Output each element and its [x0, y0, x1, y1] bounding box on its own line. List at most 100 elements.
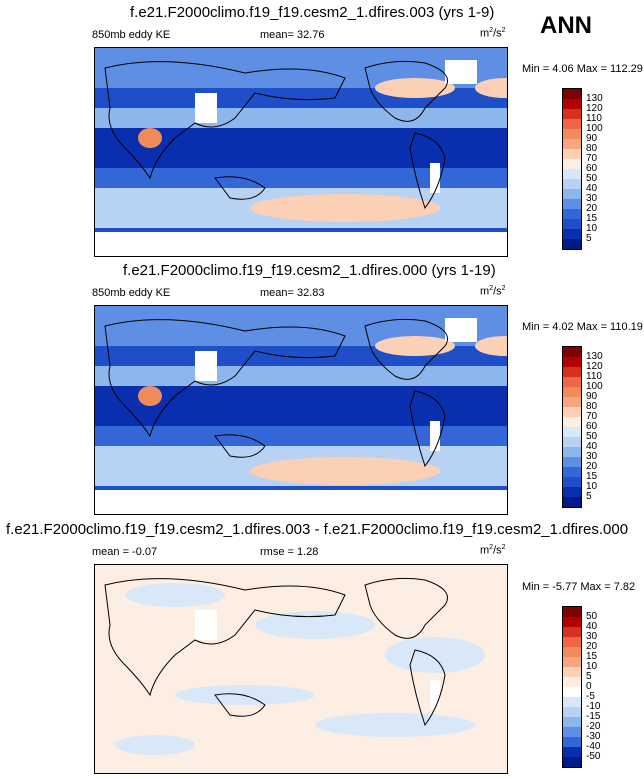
colorbar-tick-label: 5	[586, 491, 592, 502]
colorbar-swatch	[563, 139, 581, 150]
colorbar-tick-label: 15	[586, 213, 598, 224]
panel-3-units: m2/s2	[480, 544, 506, 557]
panel-1-mean-label: mean= 32.76	[260, 29, 325, 41]
panel-3-map	[94, 564, 508, 774]
colorbar-tick-label: 10	[586, 661, 598, 672]
colorbar-tick-label: 120	[586, 103, 603, 114]
colorbar-tick-label: 60	[586, 163, 598, 174]
colorbar-tick-label: 100	[586, 123, 603, 134]
colorbar-tick-label: 30	[586, 193, 598, 204]
colorbar-tick-label: -5	[586, 691, 595, 702]
panel-2-minmax: Min = 4.02 Max = 110.19	[522, 321, 643, 333]
colorbar-tick-label: 10	[586, 223, 598, 234]
colorbar-swatch	[563, 437, 581, 448]
colorbar-tick-label: 60	[586, 421, 598, 432]
panel-1-units: m2/s2	[480, 27, 506, 40]
colorbar-tick-label: 70	[586, 411, 598, 422]
panel-1-title: f.e21.F2000climo.f19_f19.cesm2_1.dfires.…	[130, 4, 495, 21]
colorbar-swatch	[563, 467, 581, 478]
colorbar-swatch	[563, 447, 581, 458]
colorbar-tick-label: 10	[586, 481, 598, 492]
colorbar-swatch	[563, 367, 581, 378]
colorbar-tick-label: 90	[586, 391, 598, 402]
colorbar-tick-label: 80	[586, 143, 598, 154]
colorbar-tick-label: -50	[586, 751, 601, 762]
colorbar-tick-label: 50	[586, 431, 598, 442]
colorbar-swatch	[563, 159, 581, 170]
colorbar-tick-label: 20	[586, 641, 598, 652]
colorbar-swatch	[563, 417, 581, 428]
colorbar-swatch	[563, 199, 581, 210]
colorbar-swatch	[563, 477, 581, 488]
colorbar-tick-label: -10	[586, 701, 601, 712]
colorbar-swatch	[563, 347, 581, 358]
panel-1-variable-label: 850mb eddy KE	[92, 29, 171, 41]
colorbar-tick-label: 70	[586, 153, 598, 164]
panel-3-rmse-label: rmse = 1.28	[260, 546, 319, 558]
colorbar-swatch	[563, 487, 581, 498]
panel-2-variable-label: 850mb eddy KE	[92, 287, 171, 299]
colorbar-swatch	[563, 667, 581, 678]
colorbar-tick-label: 110	[586, 113, 602, 124]
colorbar-swatch	[563, 457, 581, 468]
colorbar-tick-label: 100	[586, 381, 603, 392]
colorbar-tick-label: 50	[586, 611, 598, 622]
colorbar-swatch	[563, 229, 581, 240]
colorbar-swatch	[563, 707, 581, 718]
colorbar-swatch	[563, 89, 581, 100]
colorbar-swatch	[563, 149, 581, 160]
colorbar-swatch	[563, 427, 581, 438]
colorbar-swatch	[563, 757, 581, 767]
colorbar-swatch	[563, 697, 581, 708]
colorbar-swatch	[563, 239, 581, 249]
colorbar-swatch	[563, 637, 581, 648]
colorbar-swatch	[563, 407, 581, 418]
colorbar-tick-label: -40	[586, 741, 601, 752]
colorbar-swatch	[563, 169, 581, 180]
panel-1-colorbar	[562, 88, 582, 250]
colorbar-tick-label: 50	[586, 173, 598, 184]
colorbar-swatch	[563, 627, 581, 638]
colorbar-tick-label: 5	[586, 233, 592, 244]
season-label: ANN	[540, 12, 592, 39]
panel-2-map	[94, 305, 508, 515]
panel-1-map	[94, 47, 508, 257]
colorbar-tick-label: 5	[586, 671, 592, 682]
colorbar-swatch	[563, 397, 581, 408]
colorbar-tick-label: 130	[586, 351, 603, 362]
colorbar-tick-label: 120	[586, 361, 603, 372]
colorbar-swatch	[563, 357, 581, 368]
colorbar-tick-label: -15	[586, 711, 601, 722]
panel-2-title: f.e21.F2000climo.f19_f19.cesm2_1.dfires.…	[123, 262, 496, 279]
colorbar-swatch	[563, 209, 581, 220]
colorbar-swatch	[563, 717, 581, 728]
colorbar-swatch	[563, 647, 581, 658]
colorbar-tick-label: 40	[586, 441, 598, 452]
colorbar-tick-label: 80	[586, 401, 598, 412]
colorbar-tick-label: 40	[586, 621, 598, 632]
colorbar-swatch	[563, 219, 581, 230]
colorbar-swatch	[563, 99, 581, 110]
colorbar-tick-label: 20	[586, 203, 598, 214]
colorbar-swatch	[563, 737, 581, 748]
colorbar-tick-label: 130	[586, 93, 603, 104]
colorbar-swatch	[563, 677, 581, 688]
colorbar-swatch	[563, 387, 581, 398]
colorbar-swatch	[563, 607, 581, 618]
colorbar-swatch	[563, 109, 581, 120]
colorbar-tick-label: -20	[586, 721, 601, 732]
panel-3-mean-label: mean = -0.07	[92, 546, 158, 558]
panel-3-colorbar	[562, 606, 582, 768]
colorbar-tick-label: 30	[586, 451, 598, 462]
colorbar-tick-label: 20	[586, 461, 598, 472]
colorbar-swatch	[563, 497, 581, 507]
colorbar-swatch	[563, 179, 581, 190]
colorbar-tick-label: 30	[586, 631, 598, 642]
panel-3-title: f.e21.F2000climo.f19_f19.cesm2_1.dfires.…	[6, 521, 629, 538]
colorbar-tick-label: 110	[586, 371, 602, 382]
colorbar-swatch	[563, 189, 581, 200]
colorbar-tick-label: -30	[586, 731, 601, 742]
panel-2-units: m2/s2	[480, 285, 506, 298]
